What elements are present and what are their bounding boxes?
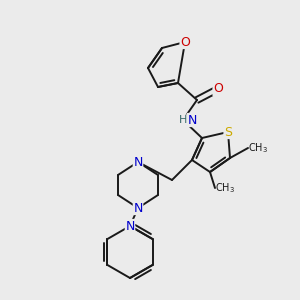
Text: N: N [187, 113, 197, 127]
Text: O: O [180, 35, 190, 49]
Text: CH$_3$: CH$_3$ [215, 181, 235, 195]
Text: H: H [179, 115, 187, 125]
Text: N: N [133, 155, 143, 169]
Text: CH$_3$: CH$_3$ [248, 141, 268, 155]
Text: N: N [125, 220, 135, 232]
Text: N: N [133, 202, 143, 214]
Text: S: S [224, 125, 232, 139]
Text: O: O [213, 82, 223, 95]
